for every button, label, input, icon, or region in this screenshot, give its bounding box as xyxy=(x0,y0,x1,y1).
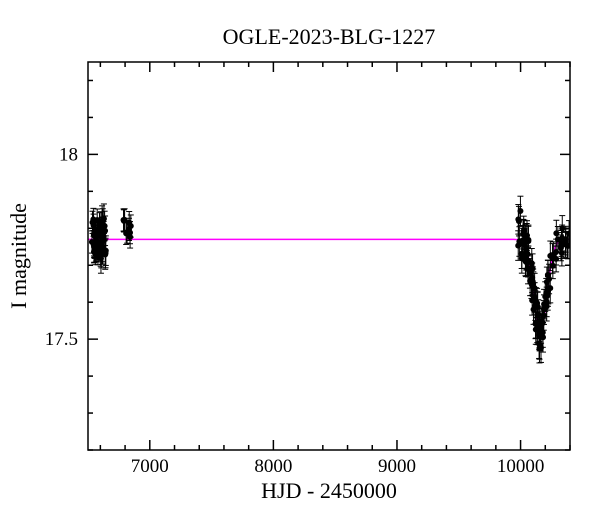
chart-title: OGLE-2023-BLG-1227 xyxy=(223,24,436,49)
svg-text:9000: 9000 xyxy=(378,456,416,477)
svg-text:18: 18 xyxy=(59,144,78,165)
x-axis-label: HJD - 2450000 xyxy=(261,478,397,503)
svg-text:8000: 8000 xyxy=(254,456,292,477)
y-axis-label: I magnitude xyxy=(6,203,31,309)
svg-text:17.5: 17.5 xyxy=(45,329,78,350)
lightcurve-chart: 7000 8000 9000 10000 17.5 18 OGLE-2023-BLG-122… xyxy=(0,0,600,512)
svg-text:10000: 10000 xyxy=(497,456,545,477)
svg-text:7000: 7000 xyxy=(131,456,169,477)
chart-container: 7000 8000 9000 10000 17.5 18 OGLE-2023-BLG-122… xyxy=(0,0,600,512)
